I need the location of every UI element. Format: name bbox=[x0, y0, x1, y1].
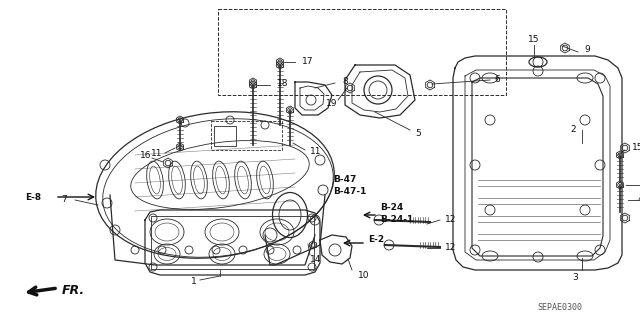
Text: 5: 5 bbox=[415, 129, 420, 137]
Text: 19: 19 bbox=[326, 99, 338, 108]
Text: 6: 6 bbox=[494, 75, 500, 84]
Text: 18: 18 bbox=[277, 79, 289, 88]
Text: 16: 16 bbox=[140, 152, 152, 160]
Text: 3: 3 bbox=[572, 273, 578, 283]
Text: SEPAE0300: SEPAE0300 bbox=[538, 302, 582, 311]
Bar bbox=[218, 9, 506, 95]
Text: 14: 14 bbox=[310, 256, 321, 264]
Text: 4: 4 bbox=[638, 196, 640, 204]
Text: B-47: B-47 bbox=[333, 175, 356, 184]
Text: 2: 2 bbox=[570, 125, 576, 135]
Text: 11: 11 bbox=[310, 147, 321, 157]
Text: FR.: FR. bbox=[62, 284, 85, 296]
Text: 15: 15 bbox=[528, 35, 540, 44]
Text: 10: 10 bbox=[358, 271, 369, 279]
Text: 15: 15 bbox=[632, 144, 640, 152]
Text: 17: 17 bbox=[302, 56, 314, 65]
Text: 12: 12 bbox=[445, 243, 456, 253]
Text: 12: 12 bbox=[445, 214, 456, 224]
Text: B-24-1: B-24-1 bbox=[380, 216, 413, 225]
Text: 7: 7 bbox=[61, 196, 67, 204]
Bar bbox=[214, 126, 236, 146]
Bar bbox=[151, 216, 314, 269]
Text: 1: 1 bbox=[191, 277, 197, 286]
Bar bbox=[211, 121, 282, 150]
Text: B-47-1: B-47-1 bbox=[333, 188, 366, 197]
Text: E-8: E-8 bbox=[25, 192, 41, 202]
Text: E-2: E-2 bbox=[368, 235, 384, 244]
Text: 9: 9 bbox=[584, 46, 589, 55]
Text: 11: 11 bbox=[151, 149, 163, 158]
Text: 8: 8 bbox=[342, 77, 348, 85]
Text: B-24: B-24 bbox=[380, 204, 403, 212]
